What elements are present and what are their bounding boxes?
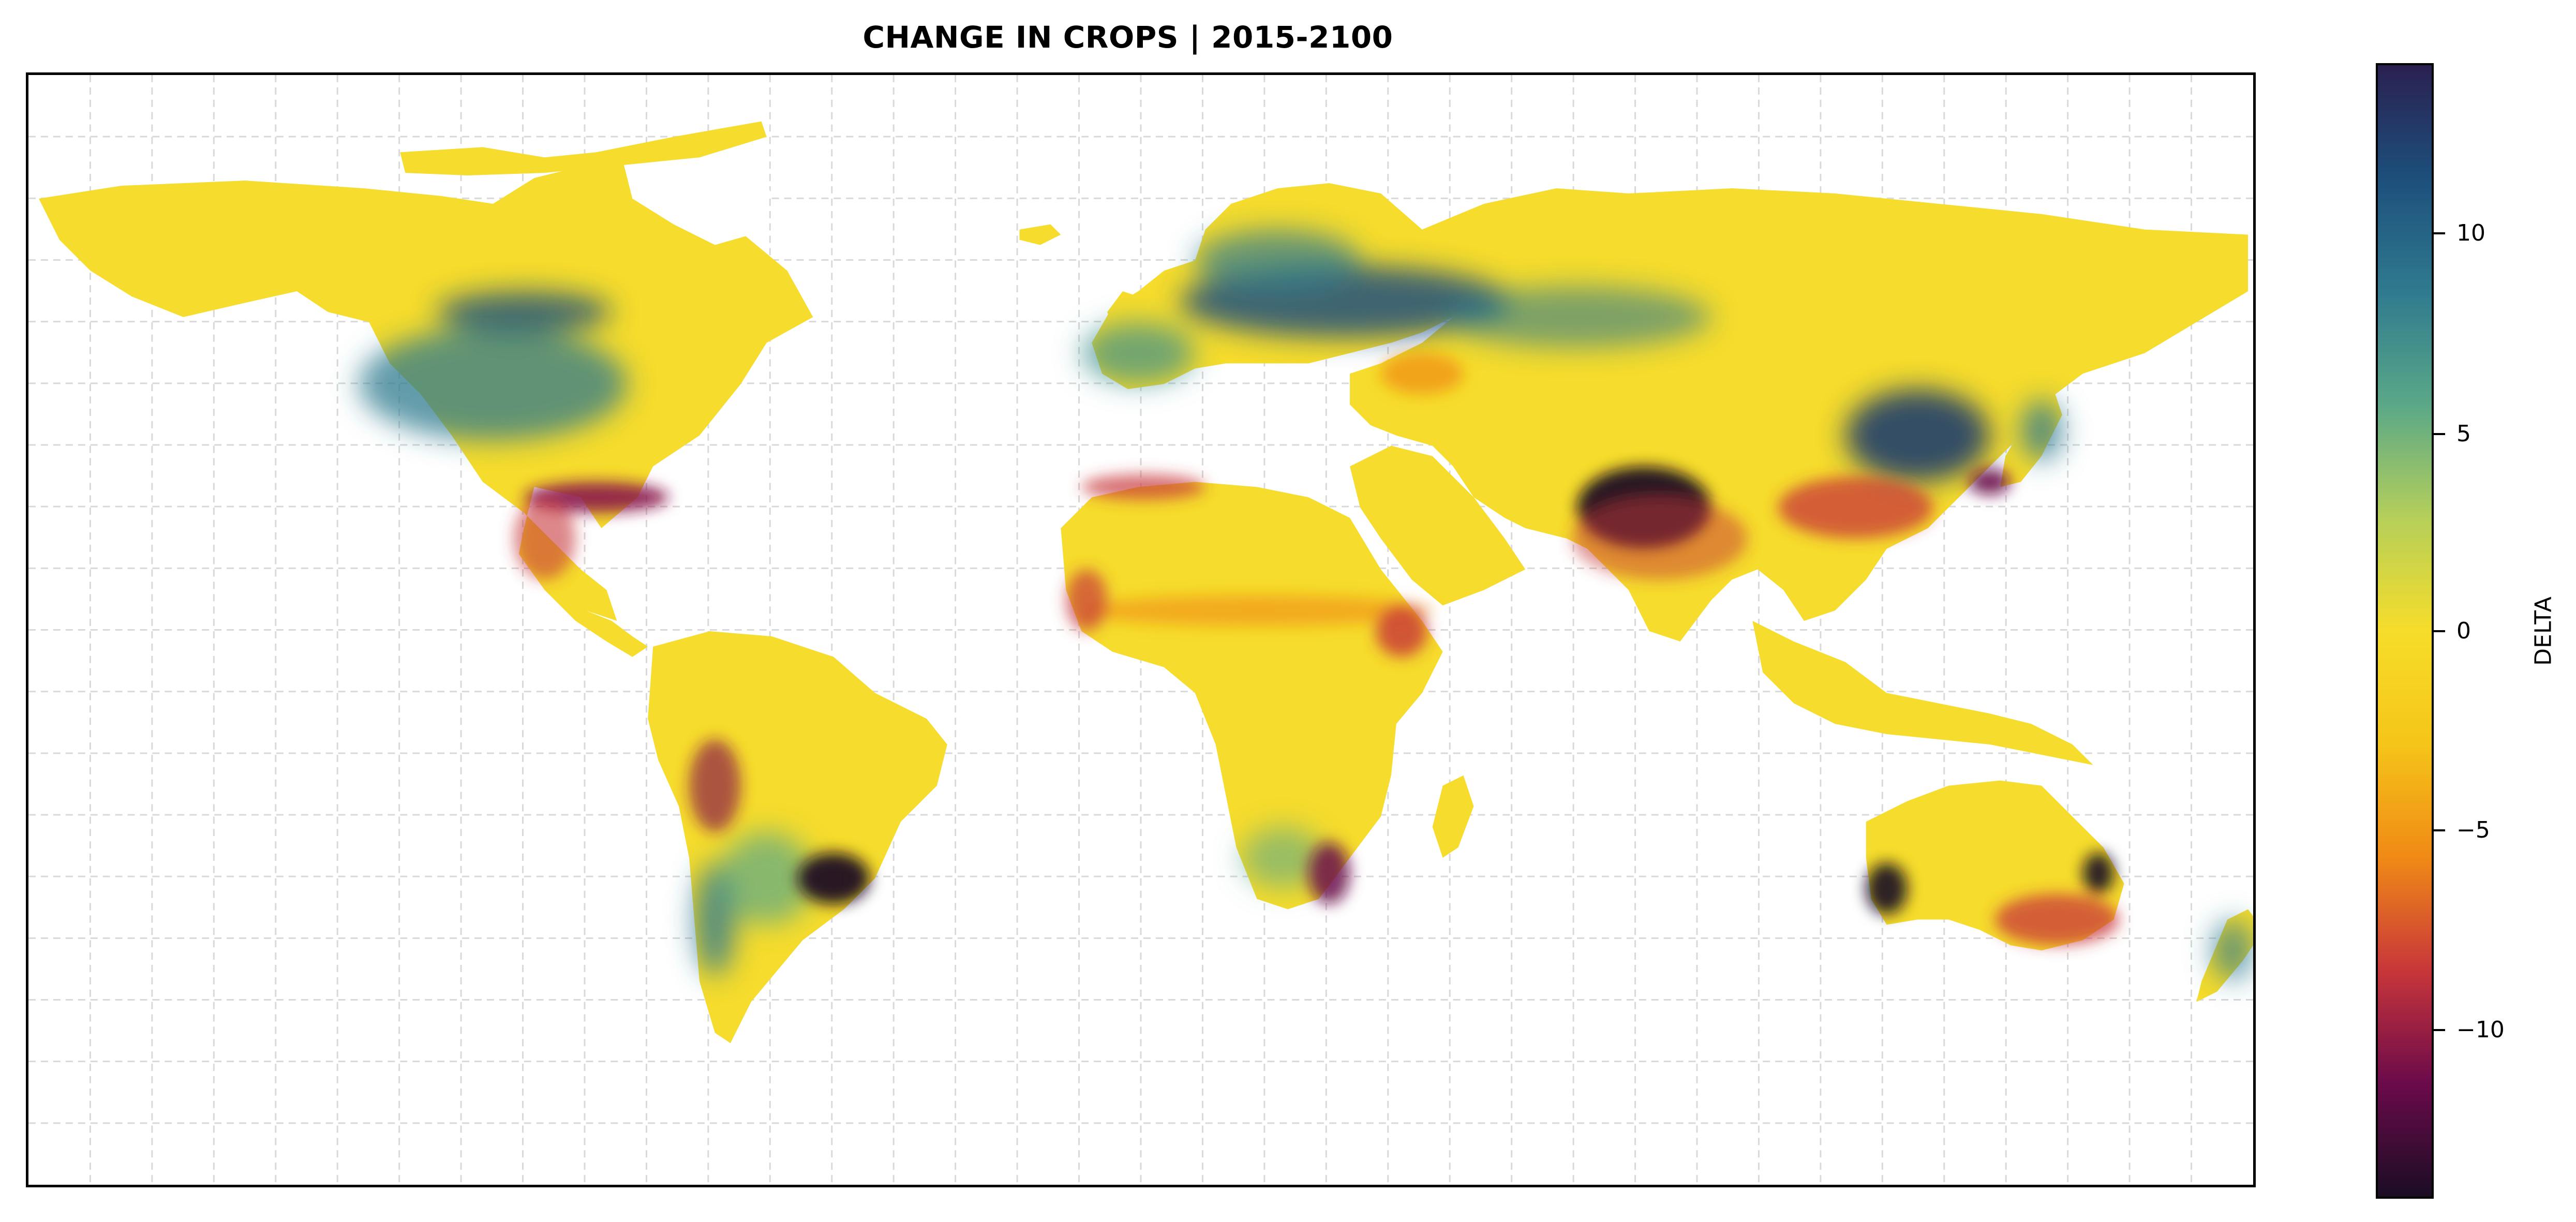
colorbar-tick-mark xyxy=(2434,630,2445,632)
patch-central-asia xyxy=(1442,286,1711,348)
colorbar-title: DELTA xyxy=(2530,597,2557,666)
negative-change-overlay xyxy=(513,353,2119,946)
world-map xyxy=(28,75,2253,1185)
patch-scandinavia-baltic xyxy=(1195,229,1361,292)
positive-change-overlay xyxy=(359,229,2253,981)
colorbar-tick-label: 5 xyxy=(2456,421,2471,447)
patch-south-africa-green xyxy=(1241,827,1324,889)
map-title: CHANGE IN CROPS | 2015-2100 xyxy=(862,20,1393,55)
patch-west-africa-coast xyxy=(1066,569,1108,631)
patch-east-australia xyxy=(2082,852,2114,894)
patch-japan xyxy=(2021,399,2062,461)
patch-north-america-plains xyxy=(359,327,628,441)
patch-south-africa-red xyxy=(1308,842,1350,904)
patch-western-europe xyxy=(1081,322,1195,384)
colorbar-tick-label: 0 xyxy=(2456,618,2471,644)
patch-bolivia-andes xyxy=(689,739,741,832)
colorbar-tick-label: −5 xyxy=(2456,817,2490,843)
colorbar-tick-mark xyxy=(2434,1029,2445,1031)
colorbar-tick-label: 10 xyxy=(2456,220,2485,246)
colorbar xyxy=(2376,63,2434,1199)
map-area[interactable] xyxy=(26,72,2256,1187)
patch-sw-australia xyxy=(1866,862,1908,915)
patch-sahel xyxy=(1081,595,1433,627)
landmass-africa xyxy=(1061,482,1443,910)
landmass-arabia xyxy=(1350,445,1526,606)
landmass-madagascar xyxy=(1432,775,1474,858)
patch-eastern-china xyxy=(1778,476,1933,539)
patch-mexico xyxy=(513,497,576,580)
colorbar-tick-mark xyxy=(2434,433,2445,435)
landmass-central-america xyxy=(518,528,648,657)
colorbar-tick-label: −10 xyxy=(2456,1017,2505,1043)
colorbar-tick-mark xyxy=(2434,232,2445,234)
landmass-southeast-asia-islands xyxy=(1752,621,2093,765)
patch-se-australia xyxy=(1995,893,2119,946)
patch-argentina xyxy=(720,832,813,925)
patch-northeast-china xyxy=(1845,389,1990,482)
colorbar-tick-mark xyxy=(2434,829,2445,831)
landmass-arctic-islands xyxy=(400,121,767,176)
patch-north-africa-coast xyxy=(1081,474,1205,500)
patch-south-brazil-paraguay xyxy=(797,852,870,904)
landmass-south-america xyxy=(648,631,947,1044)
patch-black-sea-region xyxy=(1380,353,1464,395)
landmass-greenland xyxy=(622,152,772,245)
patch-india-halo xyxy=(1572,497,1748,580)
patch-new-zealand xyxy=(2212,919,2253,981)
landmass-iceland xyxy=(1019,224,1061,245)
patch-ethiopia xyxy=(1375,605,1427,657)
patch-canada-prairies xyxy=(436,291,612,333)
patch-korea-south-japan xyxy=(1969,469,2011,495)
